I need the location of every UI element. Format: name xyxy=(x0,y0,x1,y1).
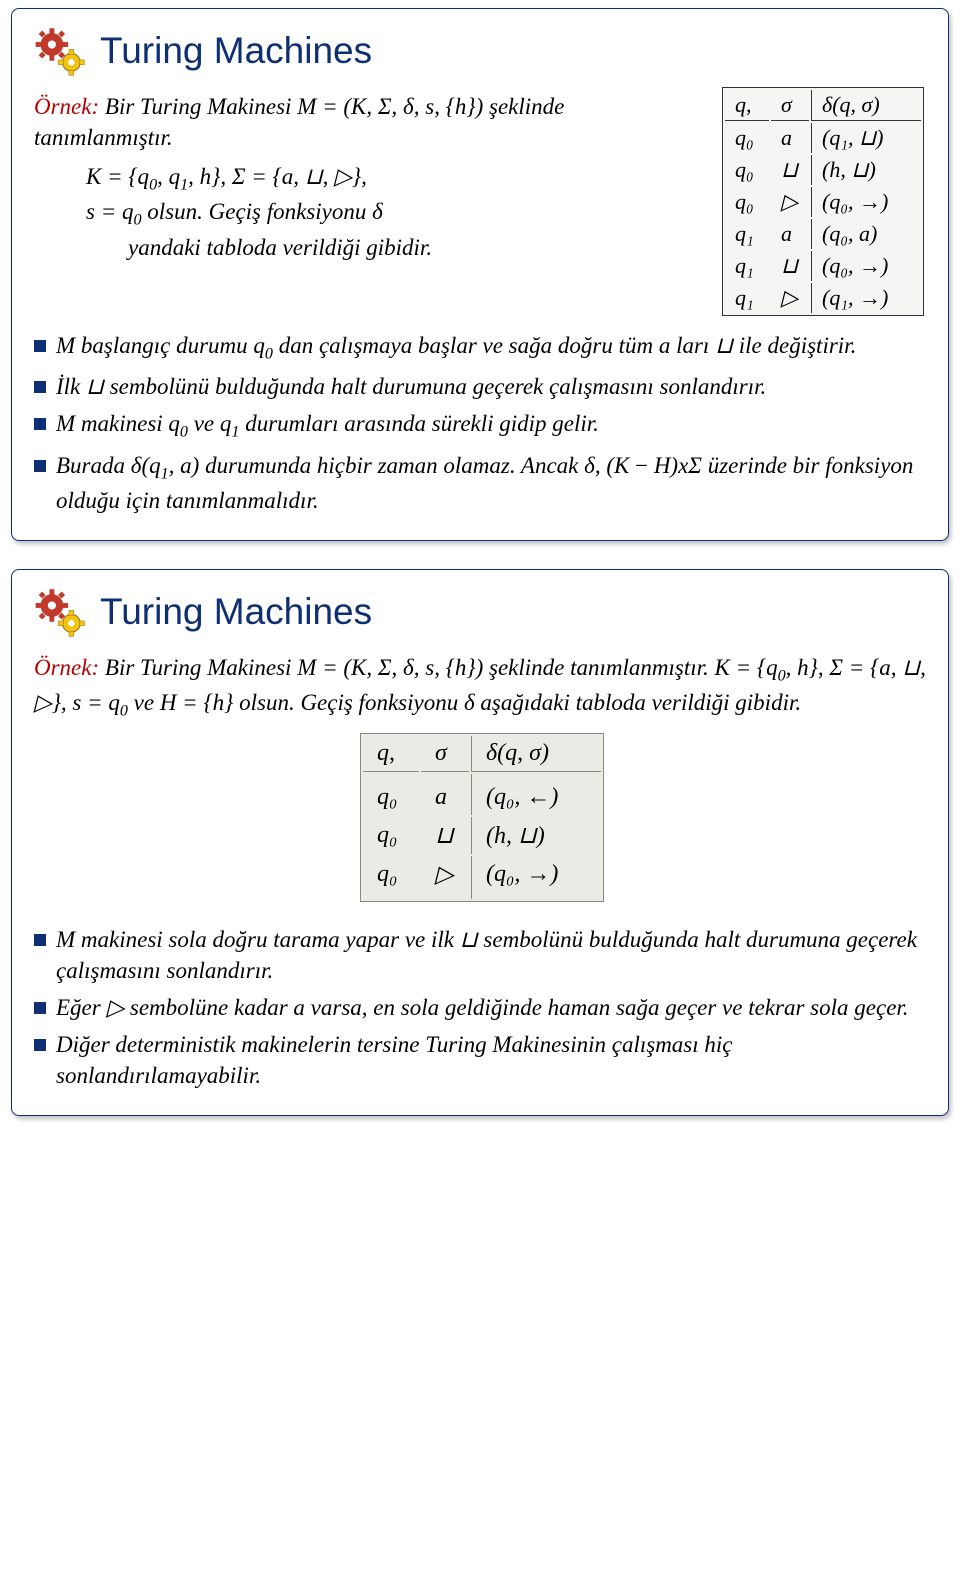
bullet-text: Diğer deterministik makinelerin tersine … xyxy=(56,1029,930,1091)
defs-line-cont: yandaki tabloda verildiği gibidir. xyxy=(128,232,704,263)
bullet-icon xyxy=(34,418,46,430)
defs-line: K = {q0, q1, h}, Σ = {a, ⊔, ▷}, s = q0 o… xyxy=(86,161,704,263)
table-header: q, σ δ(q, σ) xyxy=(363,736,601,772)
bullet-icon xyxy=(34,381,46,393)
slide-title: Turing Machines xyxy=(100,591,372,633)
table-row: q₀▷(q₀, →) xyxy=(363,856,601,899)
bullet-text: M başlangıç durumu q0 dan çalışmaya başl… xyxy=(56,330,930,365)
table-header: q, σ δ(q, σ) xyxy=(725,90,921,121)
table-row: q₀⊔(h, ⊔) xyxy=(363,817,601,854)
bullet-text: M makinesi q0 ve q1 durumları arasında s… xyxy=(56,408,930,443)
bullet-item: Burada δ(q1, a) durumunda hiçbir zaman o… xyxy=(34,450,930,516)
transition-table-2: q, σ δ(q, σ) q₀a(q₀, ←) q₀⊔(h, ⊔) q₀▷(q₀… xyxy=(360,733,604,902)
bullet-list-2: M makinesi sola doğru tarama yapar ve il… xyxy=(34,924,930,1091)
gears-icon xyxy=(34,25,86,77)
slide1-table-wrap: q, σ δ(q, σ) q₀a(q₁, ⊔) q₀⊔(h, ⊔) q₀▷(q₀… xyxy=(722,87,924,316)
table-row: q₀⊔(h, ⊔) xyxy=(725,155,921,185)
slide1-top: Örnek: Bir Turing Makinesi M = (K, Σ, δ,… xyxy=(34,91,930,316)
bullet-item: M makinesi sola doğru tarama yapar ve il… xyxy=(34,924,930,986)
bullet-item: Diğer deterministik makinelerin tersine … xyxy=(34,1029,930,1091)
bullet-icon xyxy=(34,1039,46,1051)
bullet-icon xyxy=(34,1002,46,1014)
table-row: q₁▷(q₁, →) xyxy=(725,283,921,313)
bullet-text: Burada δ(q1, a) durumunda hiçbir zaman o… xyxy=(56,450,930,516)
slide-2: Turing Machines Örnek: Bir Turing Makine… xyxy=(11,569,949,1116)
bullet-icon xyxy=(34,340,46,352)
title-row: Turing Machines xyxy=(34,25,930,77)
example-intro: Örnek: Bir Turing Makinesi M = (K, Σ, δ,… xyxy=(34,91,704,153)
bullet-icon xyxy=(34,934,46,946)
bullet-item: Eğer ▷ sembolüne kadar a varsa, en sola … xyxy=(34,992,930,1023)
bullet-icon xyxy=(34,460,46,472)
example-label: Örnek: xyxy=(34,94,99,119)
table-row: q₀▷(q₀, →) xyxy=(725,187,921,217)
bullet-list-1: M başlangıç durumu q0 dan çalışmaya başl… xyxy=(34,330,930,516)
table-row: q₁⊔(q₀, →) xyxy=(725,251,921,281)
slide1-left: Örnek: Bir Turing Makinesi M = (K, Σ, δ,… xyxy=(34,91,704,311)
slide2-table-wrap: q, σ δ(q, σ) q₀a(q₀, ←) q₀⊔(h, ⊔) q₀▷(q₀… xyxy=(34,733,930,902)
table-row: q₁a(q₀, a) xyxy=(725,219,921,249)
table-row: q₀a(q₁, ⊔) xyxy=(725,123,921,153)
slide-title: Turing Machines xyxy=(100,30,372,72)
bullet-item: İlk ⊔ sembolünü bulduğunda halt durumuna… xyxy=(34,371,930,402)
transition-table-1: q, σ δ(q, σ) q₀a(q₁, ⊔) q₀⊔(h, ⊔) q₀▷(q₀… xyxy=(722,87,924,316)
bullet-item: M başlangıç durumu q0 dan çalışmaya başl… xyxy=(34,330,930,365)
bullet-item: M makinesi q0 ve q1 durumları arasında s… xyxy=(34,408,930,443)
bullet-text: İlk ⊔ sembolünü bulduğunda halt durumuna… xyxy=(56,371,930,402)
example-label: Örnek: xyxy=(34,655,99,680)
gears-icon xyxy=(34,586,86,638)
slide-1: Turing Machines Örnek: Bir Turing Makine… xyxy=(11,8,949,541)
example-rest: Bir Turing Makinesi M = (K, Σ, δ, s, {h}… xyxy=(34,94,564,150)
title-row: Turing Machines xyxy=(34,586,930,638)
bullet-text: Eğer ▷ sembolüne kadar a varsa, en sola … xyxy=(56,992,930,1023)
table-row: q₀a(q₀, ←) xyxy=(363,774,601,815)
bullet-text: M makinesi sola doğru tarama yapar ve il… xyxy=(56,924,930,986)
slide2-intro: Örnek: Bir Turing Makinesi M = (K, Σ, δ,… xyxy=(34,652,930,723)
